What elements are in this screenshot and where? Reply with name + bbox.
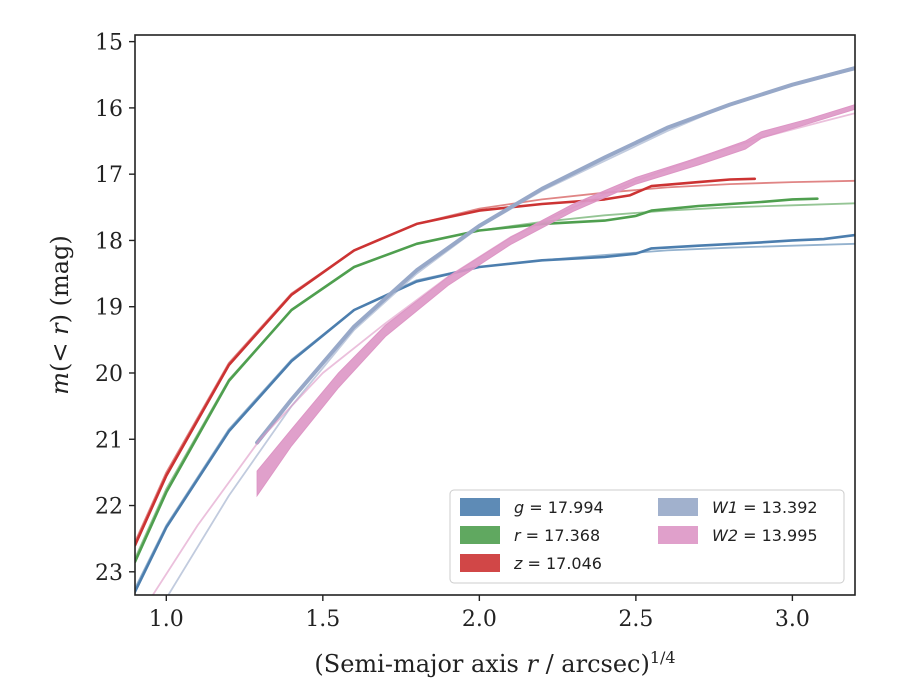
plot-frame [134, 34, 856, 596]
w2-data-band [256, 104, 855, 498]
y-axis: 15 16 17 18 19 20 21 22 23 [95, 31, 135, 586]
g-data-line [135, 233, 855, 593]
legend-swatch-z [460, 554, 500, 572]
legend: g = 17.994 r = 17.368 z = 17.046 W1 = 13.39… [449, 489, 845, 584]
w1-data-line [255, 66, 855, 445]
legend-label-g: g = 17.994 [514, 498, 604, 517]
z-model-line [135, 179, 855, 543]
legend-label-r: r = 17.368 [514, 526, 600, 545]
y-tick-label: 15 [95, 31, 123, 56]
legend-frame [449, 489, 845, 584]
y-tick-label: 23 [95, 561, 123, 586]
x-axis-title: (Semi-major axis r / arcsec)1/4 [314, 648, 675, 678]
y-tick-label: 18 [95, 229, 123, 254]
y-axis-title: m(< r) (mag) [46, 235, 74, 395]
x-tick-label: 1.0 [149, 607, 184, 632]
legend-label-w2: W2 = 13.995 [712, 526, 818, 545]
legend-swatch-w2 [658, 526, 698, 544]
x-tick-label: 3.0 [775, 607, 810, 632]
y-tick-label: 20 [95, 362, 123, 387]
legend-label-w1: W1 = 13.392 [712, 498, 818, 517]
x-axis: 1.0 1.5 2.0 2.5 3.0 [149, 595, 810, 632]
y-tick-label: 21 [95, 428, 123, 453]
y-tick-label: 17 [95, 163, 123, 188]
legend-swatch-r [460, 526, 500, 544]
legend-swatch-g [460, 498, 500, 516]
y-tick-label: 16 [95, 97, 123, 122]
y-tick-label: 22 [95, 495, 123, 520]
x-tick-label: 1.5 [305, 607, 340, 632]
y-tick-label: 19 [95, 296, 123, 321]
plot-lines [135, 66, 855, 595]
x-tick-label: 2.0 [462, 607, 497, 632]
legend-swatch-w1 [658, 498, 698, 516]
x-tick-label: 2.5 [618, 607, 653, 632]
legend-label-z: z = 17.046 [513, 554, 602, 573]
